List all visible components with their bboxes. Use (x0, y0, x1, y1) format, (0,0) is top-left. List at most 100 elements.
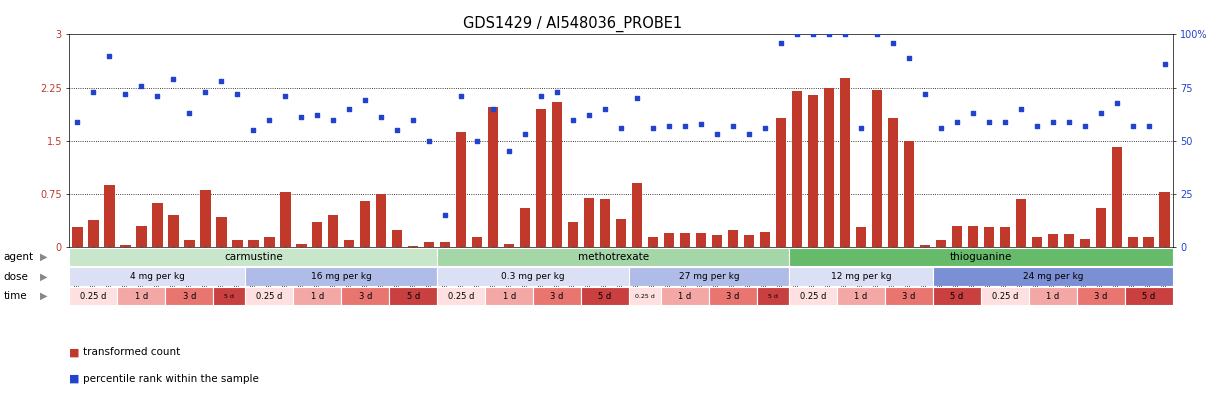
Bar (200, 190, 211, 247)
Bar (709, 287, 757, 305)
Bar (936, 240, 946, 247)
Bar (568, 222, 578, 247)
Text: 1 d: 1 d (679, 292, 691, 301)
Bar (536, 109, 546, 247)
Bar (952, 226, 962, 247)
Bar (1047, 234, 1058, 247)
Point (195, 89, 215, 95)
Point (500, 148, 519, 155)
Bar (296, 244, 306, 247)
Point (1154, 61, 1174, 68)
Bar (312, 222, 323, 247)
Point (659, 123, 679, 129)
Text: 1 d: 1 d (1046, 292, 1059, 301)
Point (435, 212, 455, 219)
Bar (584, 198, 595, 247)
Bar (744, 235, 755, 247)
Bar (245, 267, 438, 286)
Bar (166, 287, 213, 305)
Text: 0.25 d: 0.25 d (80, 292, 106, 301)
Text: 3 d: 3 d (902, 292, 915, 301)
Bar (581, 287, 629, 305)
Bar (1063, 234, 1074, 247)
Bar (629, 287, 661, 305)
Bar (837, 287, 885, 305)
Bar (245, 287, 294, 305)
Point (531, 93, 551, 99)
Text: ■: ■ (69, 347, 80, 357)
Point (356, 97, 375, 104)
Bar (696, 233, 706, 247)
Text: ▶: ▶ (40, 291, 48, 301)
Bar (72, 227, 83, 247)
Bar (440, 241, 450, 247)
Bar (775, 118, 786, 247)
Point (644, 125, 663, 131)
Bar (631, 183, 642, 247)
Point (1123, 123, 1142, 129)
Bar (1128, 237, 1137, 247)
Bar (552, 102, 562, 247)
Bar (661, 287, 709, 305)
Bar (424, 242, 434, 247)
Point (819, 31, 839, 38)
Bar (344, 240, 355, 247)
Point (563, 116, 583, 123)
Bar (328, 215, 339, 247)
Bar (1015, 199, 1026, 247)
Bar (280, 192, 290, 247)
Bar (503, 244, 514, 247)
Point (307, 112, 327, 119)
Text: ▶: ▶ (40, 252, 48, 262)
Bar (647, 237, 658, 247)
Bar (1112, 147, 1121, 247)
Bar (213, 287, 245, 305)
Bar (872, 90, 883, 247)
Point (1059, 118, 1079, 125)
Point (835, 31, 855, 38)
Point (451, 93, 471, 99)
Text: transformed count: transformed count (83, 347, 180, 357)
Text: 5 d: 5 d (768, 294, 778, 298)
Point (340, 106, 360, 112)
Point (388, 127, 407, 133)
Bar (1143, 237, 1154, 247)
Bar (438, 267, 629, 286)
Bar (294, 287, 341, 305)
Bar (1096, 208, 1106, 247)
Point (675, 123, 695, 129)
Bar (438, 247, 789, 266)
Point (516, 131, 535, 138)
Bar (184, 240, 195, 247)
Bar (1076, 287, 1125, 305)
Bar (375, 194, 386, 247)
Bar (840, 79, 850, 247)
Bar (1080, 239, 1090, 247)
Text: 4 mg per kg: 4 mg per kg (130, 272, 185, 281)
Point (116, 91, 135, 97)
Bar (168, 215, 179, 247)
Text: 5 d: 5 d (1142, 292, 1156, 301)
Text: 3 d: 3 d (1093, 292, 1107, 301)
Point (867, 31, 886, 38)
Bar (616, 219, 627, 247)
Text: 0.25 d: 0.25 d (800, 292, 826, 301)
Text: 24 mg per kg: 24 mg per kg (1023, 272, 1082, 281)
Point (212, 78, 232, 85)
Text: 3 d: 3 d (183, 292, 196, 301)
Point (756, 125, 775, 131)
Bar (341, 287, 389, 305)
Point (147, 93, 167, 99)
Text: 1 d: 1 d (855, 292, 868, 301)
Point (84, 89, 104, 95)
Point (467, 138, 486, 144)
Text: 5 d: 5 d (951, 292, 963, 301)
Bar (1159, 192, 1170, 247)
Text: thioguanine: thioguanine (950, 252, 1012, 262)
Text: 16 mg per kg: 16 mg per kg (311, 272, 372, 281)
Point (931, 125, 951, 131)
Text: 12 mg per kg: 12 mg per kg (830, 272, 891, 281)
Bar (408, 246, 418, 247)
Point (372, 114, 391, 121)
Bar (265, 237, 274, 247)
